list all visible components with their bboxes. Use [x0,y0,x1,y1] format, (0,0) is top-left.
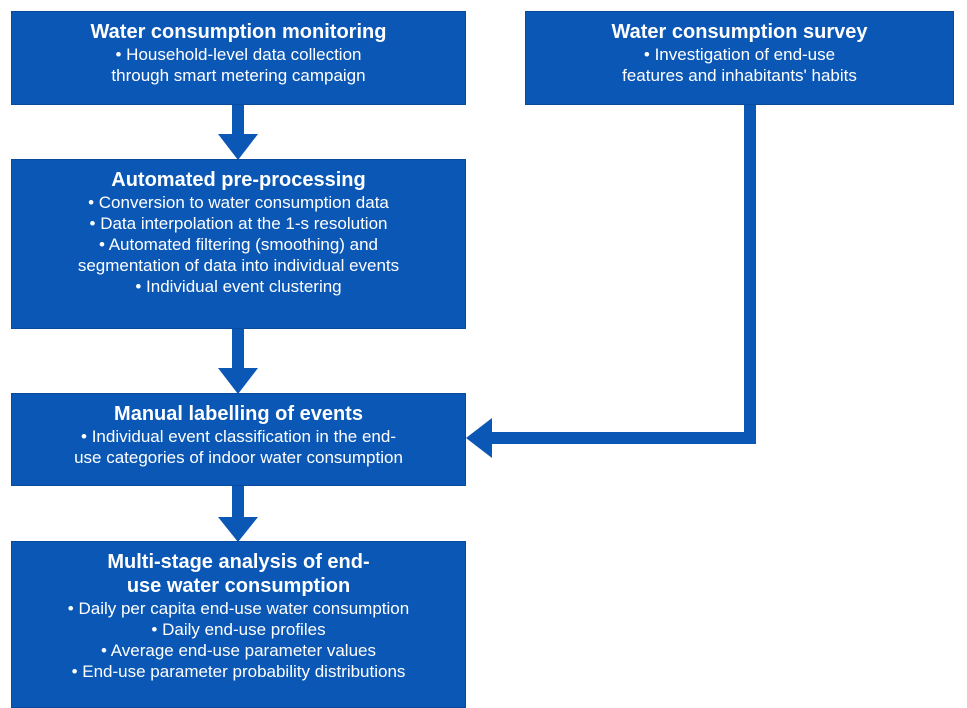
connector-line [744,104,756,444]
arrow-head [218,134,258,160]
node-item: • Individual event classification in the… [74,427,403,467]
node: Water consumption monitoring • Household-… [11,11,466,105]
node-item: • Individual event clustering [135,277,342,296]
node-title: Manual labelling of events [114,403,363,425]
node-item: • Automated filtering (smoothing) and se… [77,235,400,275]
arrow-shaft [232,328,244,370]
node-item: • Daily per capita end-use water consump… [67,599,410,618]
node-title: Water consumption monitoring [90,21,387,43]
arrow-shaft [232,485,244,519]
node-item: • Investigation of end-use features and … [622,45,857,85]
node-item: • Data interpolation at the 1-s resoluti… [89,214,388,233]
node-item: • Conversion to water consumption data [88,193,389,212]
arrow-head [218,517,258,542]
node-title: Multi-stage analysis of end-use water co… [107,551,370,597]
node: Multi-stage analysis of end-use water co… [11,541,466,708]
node-item: • Household-level data collection throug… [111,45,366,85]
connector-line [490,432,756,444]
arrow-shaft [232,104,244,136]
node-item: • Daily end-use profiles [151,620,326,639]
node: Water consumption survey • Investigation … [525,11,954,105]
arrow-head [218,368,258,394]
node-title: Automated pre-processing [111,169,366,191]
arrow-head [466,418,492,458]
node-item: • Average end-use parameter values [101,641,376,660]
node: Automated pre-processing • Conversion to … [11,159,466,329]
node: Manual labelling of events • Individual e… [11,393,466,486]
node-item: • End-use parameter probability distribu… [71,662,406,681]
node-title: Water consumption survey [611,21,868,43]
